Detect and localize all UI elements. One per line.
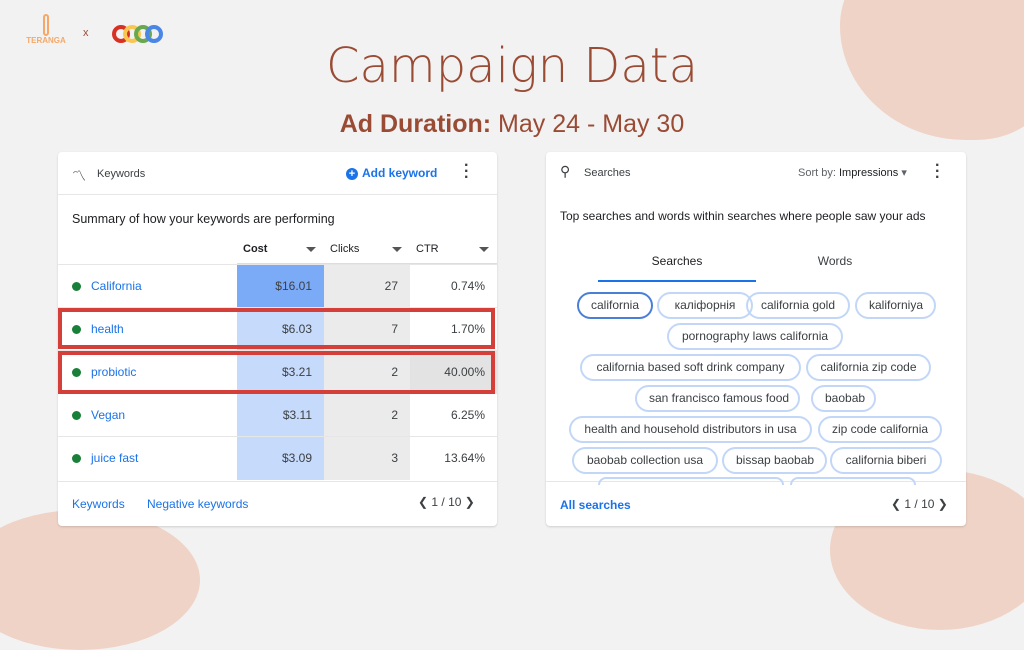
chip-partial	[598, 477, 784, 485]
sort-dropdown[interactable]: Sort by: Impressions ▾	[798, 167, 907, 179]
teranga-logo: TERANGA	[22, 14, 70, 45]
status-dot-icon	[72, 325, 81, 334]
clicks-cell: 3	[324, 437, 410, 480]
keyword-table: California $16.01 27 0.74% health $6.03 …	[58, 264, 497, 480]
keyword-link[interactable]: juice fast	[91, 451, 139, 465]
card-title: Keywords	[97, 168, 146, 180]
search-chip[interactable]: kaliforniya	[855, 292, 936, 319]
table-row: California $16.01 27 0.74%	[58, 264, 497, 308]
plus-icon: +	[346, 168, 358, 180]
divider	[58, 481, 497, 482]
highlight-box-probiotic	[58, 351, 495, 394]
keyword-link[interactable]: probiotic	[91, 365, 137, 379]
dropdown-arrow-icon: ▾	[901, 167, 907, 179]
table-row: juice fast $3.09 3 13.64%	[58, 436, 497, 480]
search-chip[interactable]: health and household distributors in usa	[569, 416, 812, 443]
column-clicks[interactable]: Clicks	[324, 238, 410, 264]
all-searches-link[interactable]: All searches	[560, 498, 631, 512]
searches-card: ⚲ Searches Sort by: Impressions ▾ · · · To…	[546, 152, 966, 526]
chip-partial	[790, 477, 916, 485]
search-chip[interactable]: zip code california	[818, 416, 942, 443]
status-dot-icon	[72, 368, 81, 377]
divider	[58, 194, 497, 195]
highlight-box-health	[58, 308, 495, 349]
clicks-cell: 7	[324, 308, 410, 351]
status-dot-icon	[72, 282, 81, 291]
next-page-icon[interactable]: ❯	[937, 497, 948, 511]
summary-text: Summary of how your keywords are perform…	[72, 212, 335, 226]
search-chip[interactable]: california biberi	[830, 447, 942, 474]
ad-duration: Ad Duration: May 24 - May 30	[339, 110, 685, 138]
keyword-link[interactable]: Vegan	[91, 408, 126, 422]
search-icon: ⚲	[560, 163, 571, 179]
separator: x	[83, 27, 89, 39]
keyword-link[interactable]: California	[91, 279, 142, 293]
tab-searches[interactable]: Searches	[598, 246, 756, 282]
clicks-cell: 2	[324, 394, 410, 437]
add-keyword-button[interactable]: + Add keyword	[346, 166, 437, 180]
keywords-pagination: ❮ 1 / 10 ❯	[418, 495, 475, 509]
partner-logo	[112, 25, 164, 45]
column-ctr[interactable]: CTR	[410, 238, 497, 264]
search-chip[interactable]: california	[577, 292, 653, 319]
status-dot-icon	[72, 454, 81, 463]
search-chip[interactable]: каліфорнія	[657, 292, 753, 319]
column-cost[interactable]: Cost	[237, 238, 324, 264]
divider	[546, 481, 966, 482]
cost-cell: $3.09	[237, 437, 324, 480]
cost-cell: $16.01	[237, 265, 324, 308]
ctr-cell: 1.70%	[410, 308, 497, 351]
decor-blob	[0, 510, 200, 650]
ctr-cell: 40.00%	[410, 351, 497, 394]
clicks-cell: 27	[324, 265, 410, 308]
searches-pagination: ❮ 1 / 10 ❯	[891, 497, 948, 511]
table-row: health $6.03 7 1.70%	[58, 307, 497, 351]
keywords-link[interactable]: Keywords	[72, 497, 125, 511]
ctr-cell: 13.64%	[410, 437, 497, 480]
prev-page-icon[interactable]: ❮	[418, 495, 429, 509]
search-chip[interactable]: california zip code	[806, 354, 931, 381]
status-dot-icon	[72, 411, 81, 420]
tab-words[interactable]: Words	[817, 254, 853, 268]
ctr-cell: 6.25%	[410, 394, 497, 437]
search-chip[interactable]: bissap baobab	[722, 447, 827, 474]
more-menu-icon[interactable]: · · ·	[464, 157, 470, 186]
negative-keywords-link[interactable]: Negative keywords	[147, 497, 249, 511]
ctr-cell: 0.74%	[410, 265, 497, 308]
summary-text: Top searches and words within searches w…	[560, 209, 926, 223]
table-row: Vegan $3.11 2 6.25%	[58, 393, 497, 437]
search-chip[interactable]: pornography laws california	[667, 323, 843, 350]
next-page-icon[interactable]: ❯	[464, 495, 475, 509]
keywords-icon: 〽	[72, 168, 86, 184]
cost-cell: $3.21	[237, 351, 324, 394]
search-chip[interactable]: san francisco famous food	[635, 385, 800, 412]
search-chip[interactable]: baobab collection usa	[572, 447, 718, 474]
more-menu-icon[interactable]: · · ·	[935, 157, 941, 186]
card-title: Searches	[584, 167, 631, 179]
search-chip[interactable]: baobab	[811, 385, 876, 412]
table-row: probiotic $3.21 2 40.00%	[58, 350, 497, 394]
cost-cell: $3.11	[237, 394, 324, 437]
prev-page-icon[interactable]: ❮	[891, 497, 902, 511]
keyword-link[interactable]: health	[91, 322, 124, 336]
page-title: Campaign Data	[326, 38, 698, 94]
clicks-cell: 2	[324, 351, 410, 394]
search-chip[interactable]: california based soft drink company	[580, 354, 801, 381]
search-chip[interactable]: california gold	[746, 292, 850, 319]
cost-cell: $6.03	[237, 308, 324, 351]
